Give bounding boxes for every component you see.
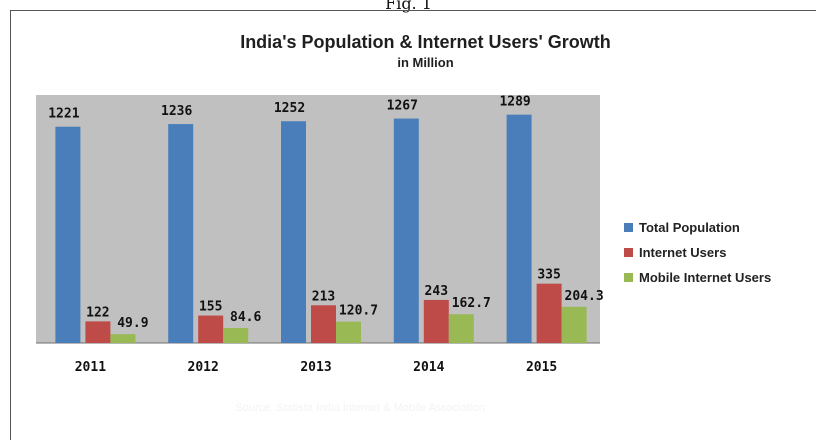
bar-mobile-internet-users-2014 (448, 314, 474, 343)
data-label-mobile-internet-users-2015: 204.3 (565, 289, 604, 304)
bar-internet-users-2011 (85, 321, 111, 343)
chart-frame (10, 10, 816, 440)
legend-label-total-population: Total Population (639, 220, 740, 235)
figure-caption: Fig. 1 (385, 0, 432, 13)
x-tick-labels-group: 2011 2012 2013 2014 2015 (75, 360, 558, 375)
source-note: Source: Statista India Internet & Mobile… (235, 402, 485, 414)
data-label-total-population-2011: 1221 (48, 107, 79, 122)
bar-mobile-internet-users-2012 (223, 328, 249, 343)
bar-mobile-internet-users-2011 (110, 334, 136, 343)
bar-total-population-2011 (55, 126, 81, 343)
bars-group (55, 114, 587, 344)
chart-title: India's Population & Internet Users' Gro… (240, 32, 611, 52)
bar-internet-users-2013 (311, 305, 336, 343)
x-tick-label-2012: 2012 (188, 360, 219, 375)
x-tick-label-2015: 2015 (526, 360, 557, 375)
data-label-internet-users-2013: 213 (312, 289, 335, 304)
legend-item-total-population: Total Population (624, 215, 771, 240)
legend: Total Population Internet Users Mobile I… (624, 215, 771, 290)
data-label-mobile-internet-users-2013: 120.7 (339, 304, 378, 319)
legend-label-internet-users: Internet Users (639, 245, 727, 260)
x-tick-label-2013: 2013 (300, 360, 331, 375)
legend-label-mobile-internet-users: Mobile Internet Users (639, 270, 772, 285)
data-label-mobile-internet-users-2012: 84.6 (230, 310, 261, 325)
bar-internet-users-2012 (198, 315, 224, 343)
data-labels-group: 1221 122 49.9 1236 155 84.6 1252 213 120.7 1267 24… (48, 95, 603, 331)
bar-total-population-2015 (506, 114, 532, 343)
data-label-total-population-2013: 1252 (274, 101, 305, 116)
data-label-mobile-internet-users-2011: 49.9 (117, 316, 148, 331)
chart-subtitle: in Million (397, 55, 454, 70)
x-tick-label-2014: 2014 (413, 360, 444, 375)
legend-swatch-total-population (624, 223, 633, 232)
data-label-internet-users-2012: 155 (199, 300, 222, 315)
data-label-total-population-2015: 1289 (499, 95, 530, 110)
bar-internet-users-2015 (536, 283, 562, 343)
data-label-internet-users-2014: 243 (425, 284, 448, 299)
x-tick-label-2011: 2011 (75, 360, 106, 375)
legend-item-mobile-internet-users: Mobile Internet Users (624, 265, 771, 290)
data-label-total-population-2014: 1267 (387, 99, 418, 114)
legend-swatch-internet-users (624, 248, 633, 257)
data-label-internet-users-2011: 122 (86, 305, 109, 320)
legend-swatch-mobile-internet-users (624, 273, 633, 282)
bar-total-population-2012 (168, 124, 194, 344)
bar-mobile-internet-users-2015 (561, 306, 587, 343)
data-label-total-population-2012: 1236 (161, 104, 192, 119)
data-label-internet-users-2015: 335 (537, 268, 560, 283)
plot-area (36, 95, 600, 343)
bar-internet-users-2014 (423, 299, 449, 343)
bar-total-population-2013 (281, 121, 306, 344)
bar-mobile-internet-users-2013 (336, 321, 361, 343)
legend-item-internet-users: Internet Users (624, 240, 771, 265)
data-label-mobile-internet-users-2014: 162.7 (452, 296, 491, 311)
bar-total-population-2014 (393, 118, 419, 343)
